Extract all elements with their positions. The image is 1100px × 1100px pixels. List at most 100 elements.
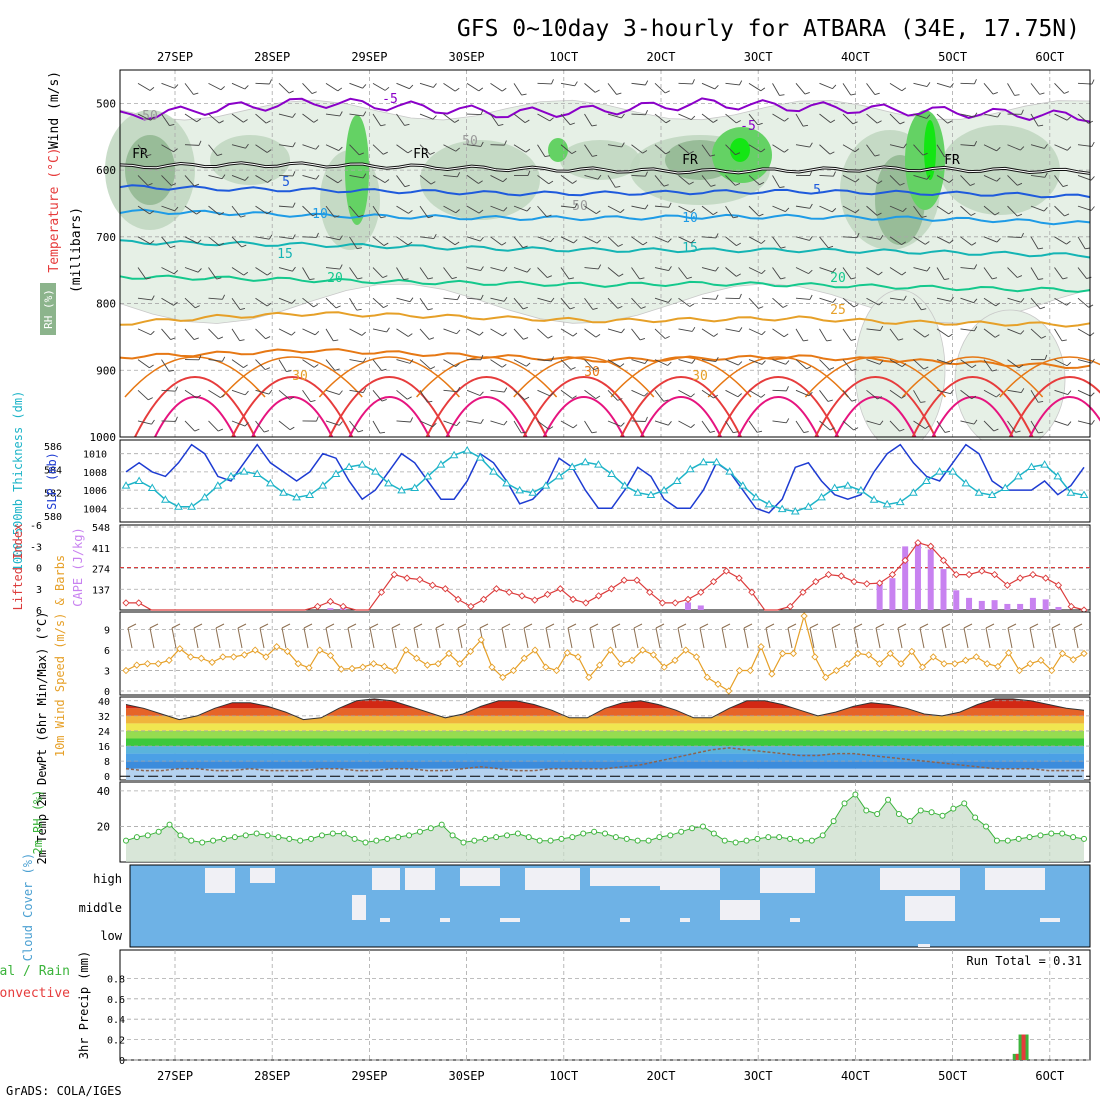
wind-barb-flag: [973, 112, 978, 118]
thickness-point: [1066, 488, 1076, 496]
wind-barb-staff: [208, 205, 220, 216]
wind-barb-staff: [842, 83, 852, 96]
wind10-point: [488, 663, 496, 671]
wind-barb-flag: [616, 92, 622, 95]
wind-barb-flag: [737, 393, 742, 398]
wind-barb-staff: [466, 328, 480, 336]
li-tick-label: 3: [36, 585, 42, 596]
wind-barb-flag: [620, 209, 625, 213]
wind-barb-flag: [780, 246, 786, 249]
wind10-point: [854, 649, 862, 658]
wind-barb-staff: [137, 297, 152, 301]
wind-barb-staff: [819, 267, 833, 273]
temp-color-band: [126, 768, 1084, 780]
wind-barb-flag: [879, 235, 884, 240]
wind-barb-flag: [548, 180, 554, 185]
wind-barb-flag: [480, 354, 484, 360]
wind10-barb: [677, 627, 683, 649]
thickness-point: [935, 467, 945, 475]
wind-barb-staff: [772, 144, 785, 153]
rh2m-point: [819, 832, 826, 839]
hot-arc-contour: [134, 376, 256, 438]
wind-barb-flag: [782, 304, 788, 308]
contour-label: 30: [692, 369, 708, 384]
wind10-barb: [589, 627, 595, 649]
wind-barb-staff: [419, 267, 429, 280]
wind-barb-flag: [173, 270, 179, 275]
wind-barb-staff: [443, 113, 455, 123]
wind-barb-flag: [574, 81, 578, 87]
wind-barb-flag: [874, 154, 880, 157]
wind-barb-flag: [523, 337, 529, 340]
wind-barb-flag: [733, 216, 739, 219]
wind10-barb-flag: [567, 623, 577, 629]
wind-barb-flag: [334, 368, 340, 371]
wind-barb-flag: [1014, 94, 1020, 96]
rh2m-point: [1026, 834, 1033, 841]
thickness-point: [410, 483, 420, 492]
wind10-point: [1005, 649, 1013, 657]
wind10-barb-flag: [303, 623, 313, 629]
li-point: [492, 585, 501, 593]
wind-barb-flag: [356, 247, 362, 250]
wind-barb-staff: [725, 328, 740, 333]
bottom-date-label: 27SEP: [157, 1069, 193, 1083]
wind-barb-flag: [549, 117, 554, 122]
wind-barb-staff: [372, 205, 382, 219]
wind10-ylabel: 10m Wind Speed (m/s) & Barbs: [53, 555, 67, 757]
wind-barb-flag: [455, 209, 460, 214]
li-point: [914, 539, 922, 547]
wind-barb-flag: [407, 241, 413, 246]
wind-barb-staff: [678, 420, 692, 429]
wind-barb-staff: [748, 82, 762, 92]
wind-barb-flag: [521, 431, 527, 434]
li-tick-label: 0: [36, 564, 42, 575]
wind-barb-staff: [936, 113, 948, 124]
hot-arc-contour: [231, 376, 354, 438]
wind-barb-flag: [240, 307, 246, 311]
wind-barb-flag: [289, 396, 295, 400]
wind-barb-flag: [591, 431, 597, 434]
wind-barb-flag: [618, 243, 623, 247]
wind-barb-staff: [513, 389, 525, 400]
wind-barb-staff: [772, 205, 786, 212]
wind-barb-flag: [880, 325, 884, 331]
wind-barb-staff: [701, 328, 714, 337]
wind-barb-staff: [466, 267, 481, 272]
wind-barb-flag: [1091, 358, 1095, 364]
wind10-point: [606, 646, 615, 654]
wind-barb-staff: [607, 144, 622, 148]
wind-barb-staff: [208, 267, 217, 280]
thickness-point: [1040, 460, 1050, 468]
wind-barb-flag: [808, 391, 813, 397]
wind10-point: [897, 660, 905, 668]
thick-tick-label: 584: [44, 465, 62, 476]
wind-barb-staff: [819, 144, 831, 155]
wind-barb-flag: [151, 419, 155, 425]
wind-barb-staff: [302, 174, 317, 180]
wind-barb-staff: [443, 420, 457, 427]
thickness-point: [1027, 462, 1036, 470]
wind-barb-flag: [620, 422, 625, 427]
wind-barb-staff: [725, 389, 739, 398]
wind-barb-flag: [409, 359, 414, 364]
wind-barb-staff: [913, 174, 928, 180]
top-date-label: 3OCT: [744, 50, 773, 64]
wind-barb-flag: [569, 306, 575, 310]
warm-arc-contour: [318, 356, 460, 398]
wind-barb-flag: [357, 277, 363, 280]
wind-barb-flag: [479, 391, 484, 396]
wind-barb-flag: [784, 148, 789, 153]
wind-barb-flag: [779, 186, 785, 188]
temp2m-tick-label: 32: [98, 712, 110, 723]
wind-barb-staff: [537, 205, 548, 217]
wind10-barb-flag: [523, 623, 533, 629]
wind-barb-flag: [480, 109, 484, 115]
thickness-point: [672, 476, 682, 484]
wind-barb-flag: [1039, 92, 1045, 95]
li-point: [620, 576, 628, 584]
contour-label: FR: [944, 153, 960, 168]
wind10-barb-flag: [479, 623, 489, 629]
dewpoint-line: [125, 747, 1084, 772]
li-point: [658, 599, 667, 607]
